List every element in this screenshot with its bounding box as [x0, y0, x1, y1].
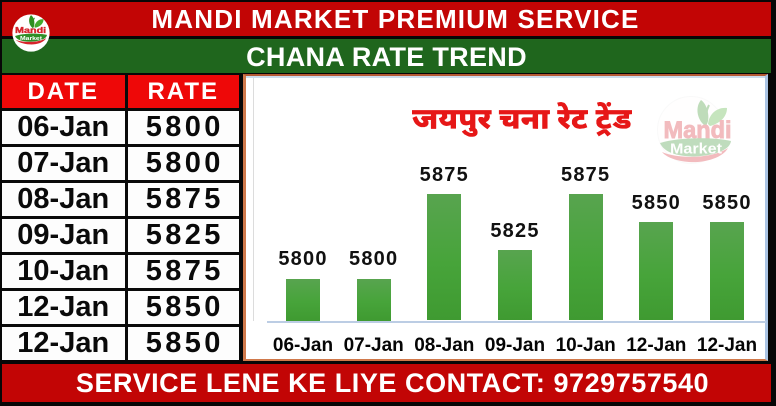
svg-text:Mandi: Mandi [664, 117, 732, 144]
svg-text:Market: Market [20, 36, 42, 42]
svg-text:Mandi: Mandi [15, 26, 46, 35]
svg-text:Market: Market [670, 142, 722, 158]
